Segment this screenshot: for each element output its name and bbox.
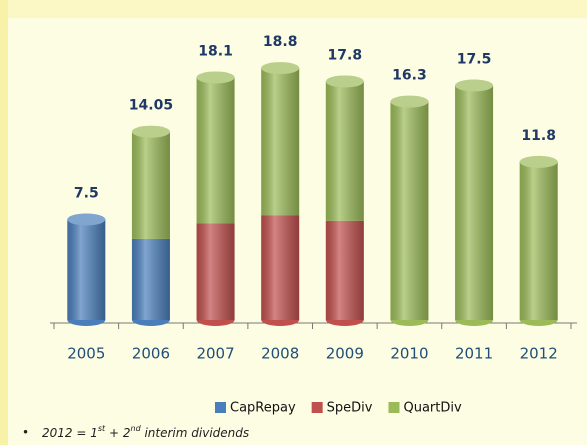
bar-shine	[261, 68, 300, 216]
x-tick-label: 2006	[132, 345, 170, 363]
footnote-part: interim dividends	[141, 426, 249, 440]
footnote-part: 2012 = 1	[42, 426, 98, 440]
bar-shine	[325, 220, 364, 320]
x-tick-label: 2011	[455, 345, 493, 363]
legend-label: CapRepay	[230, 401, 296, 416]
bar-shine	[325, 81, 364, 221]
total-label: 18.1	[198, 43, 233, 59]
legend-label: SpeDiv	[327, 401, 373, 416]
cylinder-top-light	[196, 71, 235, 84]
legend-swatch	[215, 402, 226, 413]
total-label: 18.8	[263, 34, 298, 50]
cylinder-top	[455, 79, 494, 92]
bar-shine	[196, 223, 235, 320]
cylinder-top	[325, 75, 364, 88]
total-label: 11.8	[521, 128, 556, 144]
bar-shine	[455, 85, 494, 320]
footnote: 2012 = 1st + 2nd interim dividends	[42, 424, 249, 440]
x-tick-label: 2008	[261, 345, 299, 363]
bar-shine	[261, 215, 300, 320]
bar-shine	[67, 219, 106, 320]
cylinder-top	[131, 125, 170, 138]
cylinder-top	[519, 155, 558, 168]
cylinder-top-light	[519, 155, 558, 168]
cylinder-top-light	[390, 95, 429, 108]
total-label: 17.8	[328, 47, 363, 63]
x-tick-label: 2012	[520, 345, 558, 363]
x-tick-label: 2010	[390, 345, 428, 363]
total-label: 17.5	[457, 52, 492, 68]
legend-swatch	[311, 402, 323, 413]
footnote-sup: st	[98, 424, 106, 433]
top-band	[0, 0, 587, 18]
cylinder-top-light	[131, 125, 170, 138]
bar-shine	[131, 131, 170, 239]
x-tick-label: 2009	[326, 345, 364, 363]
x-tick-label: 2007	[196, 345, 234, 363]
legend-swatch	[388, 402, 400, 413]
bullet: •	[22, 426, 29, 440]
total-label: 16.3	[392, 68, 427, 84]
cylinder-top-light	[261, 62, 300, 75]
bar-shine	[390, 101, 429, 320]
left-band	[0, 0, 8, 445]
bar-shine	[196, 77, 235, 224]
total-label: 7.5	[74, 186, 99, 202]
cylinder-top	[261, 62, 300, 75]
cylinder-top-light	[325, 75, 364, 88]
x-tick-label: 2005	[67, 345, 105, 363]
cylinder-top	[196, 71, 235, 84]
bar-shine	[519, 161, 558, 320]
footnote-part: + 2	[105, 426, 130, 440]
total-label: 14.05	[129, 98, 173, 114]
cylinder-top-light	[67, 213, 106, 226]
cylinder-top	[67, 213, 106, 226]
cylinder-top	[390, 95, 429, 108]
legend-label: QuartDiv	[403, 401, 462, 416]
bar-shine	[131, 238, 170, 320]
footnote-sup: nd	[131, 424, 142, 433]
cylinder-top-light	[455, 79, 494, 92]
